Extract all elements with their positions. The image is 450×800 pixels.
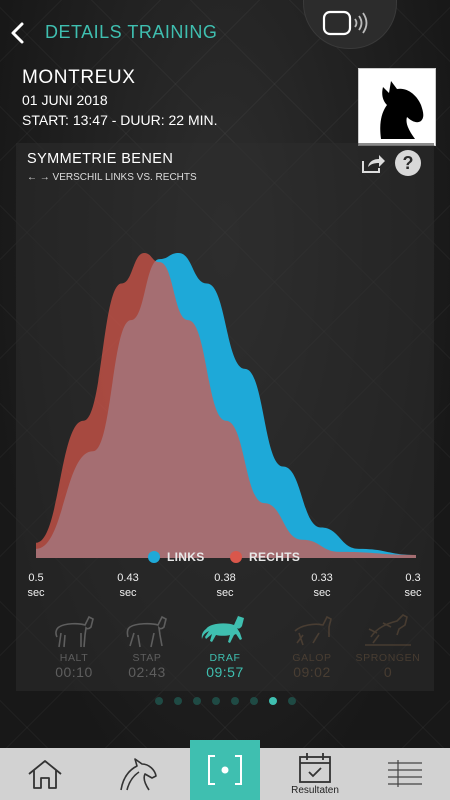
legend-dot-links xyxy=(148,551,160,563)
tab-home[interactable] xyxy=(0,748,90,800)
device-connection-button[interactable] xyxy=(303,0,397,49)
horse-head-icon xyxy=(380,81,424,139)
tab-horse[interactable] xyxy=(92,748,182,800)
x-tick: 0.3 sec xyxy=(404,572,422,599)
horse-avatar[interactable] xyxy=(358,68,436,146)
gait-value: 09:02 xyxy=(293,664,331,680)
gait-halt[interactable]: HALT 00:10 xyxy=(40,613,108,680)
gait-label: SPRONGEN xyxy=(355,652,421,664)
symmetry-chart xyxy=(36,253,416,558)
gait-galop[interactable]: GALOP 09:02 xyxy=(278,613,346,680)
share-icon[interactable] xyxy=(360,153,386,175)
page-title: DETAILS TRAINING xyxy=(45,22,218,42)
help-button[interactable]: ? xyxy=(395,150,421,176)
legend-dot-rechts xyxy=(230,551,242,563)
symmetry-panel: SYMMETRIE BENEN ← → VERSCHIL LINKS VS. R… xyxy=(16,143,434,691)
gait-stap[interactable]: STAP 02:43 xyxy=(113,613,181,680)
gait-label: STAP xyxy=(132,652,162,664)
tab-bar: Resultaten xyxy=(0,740,450,800)
horse-outline-icon xyxy=(120,758,157,791)
training-start-duration: START: 13:47 - DUUR: 22 MIN. xyxy=(22,112,218,128)
legend-item-rechts: RECHTS xyxy=(230,550,300,564)
top-bar: DETAILS TRAINING xyxy=(0,0,450,64)
trotting-horse-icon xyxy=(201,616,244,643)
gait-value: 00:10 xyxy=(55,664,93,680)
walking-horse-icon xyxy=(126,615,167,648)
x-tick: 0.43 sec xyxy=(117,572,139,599)
tab-record[interactable] xyxy=(190,740,260,800)
page-dot[interactable] xyxy=(173,697,182,705)
gait-label: HALT xyxy=(59,652,89,664)
training-location: MONTREUX xyxy=(22,67,136,88)
page-dot[interactable] xyxy=(268,697,277,705)
home-icon xyxy=(28,760,62,789)
tab-resultaten[interactable]: Resultaten xyxy=(270,748,360,800)
tab-label: Resultaten xyxy=(291,785,339,796)
series-area-rechts xyxy=(36,253,416,558)
gait-draf[interactable]: DRAF 09:57 xyxy=(191,613,259,680)
sensor-signal-icon xyxy=(322,10,368,36)
training-date: 01 JUNI 2018 xyxy=(22,92,108,108)
cantering-horse-icon xyxy=(294,615,332,646)
page-dot[interactable] xyxy=(192,697,201,705)
standing-horse-icon xyxy=(55,615,94,648)
record-icon xyxy=(208,755,242,785)
calendar-check-icon xyxy=(299,753,331,783)
menu-list-icon xyxy=(388,760,422,787)
page-dot[interactable] xyxy=(154,697,163,705)
page-dot[interactable] xyxy=(249,697,258,705)
panel-subtitle: ← → VERSCHIL LINKS VS. RECHTS xyxy=(27,172,197,183)
panel-title: SYMMETRIE BENEN xyxy=(27,151,174,167)
legend-item-links: LINKS xyxy=(148,550,205,564)
legend-label-links: LINKS xyxy=(167,550,205,564)
chevron-left-icon[interactable] xyxy=(8,20,28,46)
gait-label: GALOP xyxy=(292,652,332,664)
page-dot[interactable] xyxy=(230,697,239,705)
gait-value: 02:43 xyxy=(128,664,166,680)
gait-value: 09:57 xyxy=(206,664,244,680)
gait-sprongen[interactable]: SPRONGEN 0 xyxy=(354,613,422,680)
legend-label-rechts: RECHTS xyxy=(249,550,301,564)
gait-label: DRAF xyxy=(209,652,241,664)
page-indicator[interactable] xyxy=(0,697,450,705)
x-tick: 0.38 sec xyxy=(214,572,236,599)
x-tick: 0.5 sec xyxy=(27,572,45,599)
jumping-horse-icon xyxy=(365,614,411,646)
page-dot[interactable] xyxy=(287,697,296,705)
tab-menu[interactable] xyxy=(360,748,450,800)
x-tick: 0.33 sec xyxy=(311,572,333,599)
page-dot[interactable] xyxy=(211,697,220,705)
gait-value: 0 xyxy=(383,664,393,680)
